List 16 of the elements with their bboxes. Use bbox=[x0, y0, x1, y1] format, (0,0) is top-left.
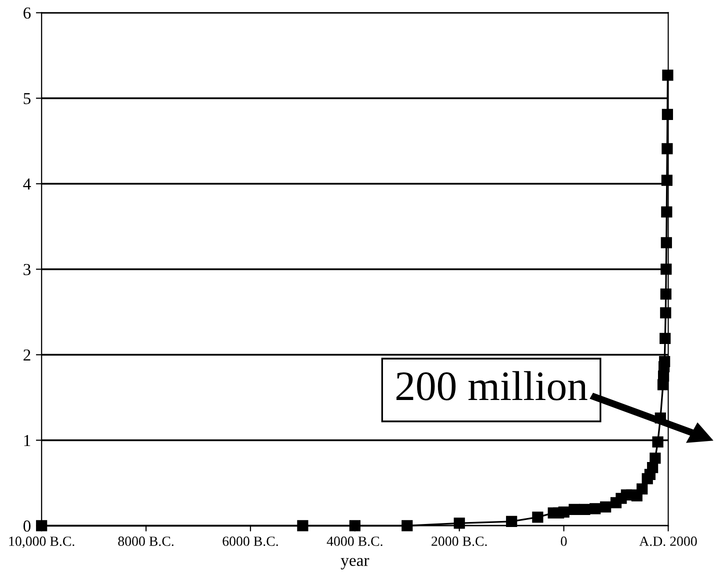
x-tick-label: 8000 B.C. bbox=[118, 536, 174, 546]
y-tick-label: 5 bbox=[24, 93, 31, 104]
x-tick-label: 0 bbox=[560, 536, 567, 546]
annotation: 200 million bbox=[396, 371, 588, 400]
y-tick-label: 2 bbox=[24, 349, 30, 361]
y-tick-label: 6 bbox=[24, 7, 31, 19]
x-tick-label: 4000 B.C. bbox=[326, 536, 382, 546]
y-tick-label: 0 bbox=[23, 520, 31, 532]
y-tick-label: 3 bbox=[24, 264, 31, 276]
x-tick-label: A.D. 2000 bbox=[639, 536, 697, 546]
x-axis-title: year bbox=[340, 558, 370, 570]
y-tick-label: 1 bbox=[24, 435, 30, 446]
x-tick-label: 6000 B.C. bbox=[222, 536, 278, 546]
x-tick-label: 2000 B.C. bbox=[432, 536, 487, 546]
x-tick-label: 10,000 B.C. bbox=[9, 536, 74, 548]
y-tick-label: 4 bbox=[23, 178, 31, 190]
